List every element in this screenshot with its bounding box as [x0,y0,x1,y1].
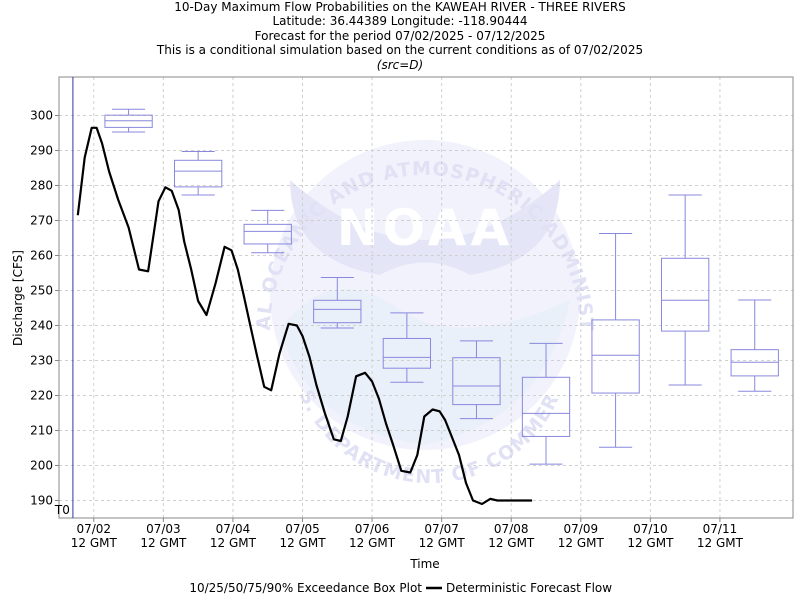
x-tick-date-label: 07/08 [494,522,529,536]
y-tick-label: 250 [30,284,53,298]
noaa-logo-text: NOAA [337,199,513,257]
box-iqr [730,349,779,377]
y-tick-label: 240 [30,319,53,333]
y-tick-label: 200 [30,459,53,473]
legend-box-label: 10/25/50/75/90% Exceedance Box Plot [189,581,422,595]
t0-label: T0 [54,503,70,517]
y-axis-label: Discharge [CFS] [11,250,25,346]
grid [59,77,793,518]
y-tick-label: 230 [30,354,53,368]
chart-title: 10-Day Maximum Flow Probabilities on the… [174,0,626,14]
y-tick-label: 270 [30,214,53,228]
x-tick-time-label: 12 GMT [558,536,605,550]
box-plot [313,277,362,329]
chart-period: Forecast for the period 07/02/2025 - 07/… [254,28,546,43]
box-plot [243,209,292,254]
box-iqr [591,319,640,394]
x-tick-time-label: 12 GMT [419,536,466,550]
box-plot [452,340,501,420]
x-tick-date-label: 07/07 [424,522,459,536]
y-tick-label: 210 [30,424,53,438]
x-tick-date-label: 07/04 [216,522,251,536]
y-tick-label: 260 [30,249,53,263]
x-tick-time-label: 12 GMT [349,536,396,550]
chart-source: (src=D) [376,57,424,72]
box-plot [521,342,571,465]
x-tick-time-label: 12 GMT [488,536,535,550]
box-iqr [521,376,571,437]
x-tick-date-label: 07/02 [76,522,111,536]
legend: 10/25/50/75/90% Exceedance Box Plot Dete… [189,581,612,595]
chart-title-block: 10-Day Maximum Flow Probabilities on the… [0,0,800,72]
box-iqr [661,257,710,332]
chart-condition-note: This is a conditional simulation based o… [156,43,644,58]
x-tick-time-label: 12 GMT [697,536,744,550]
box-plot [382,312,432,383]
deterministic-flow-line [76,126,533,506]
box-plot [661,194,710,386]
plot-frame [58,76,794,519]
y-tick-label: 190 [30,494,53,508]
box-plots [104,108,779,465]
legend-line-label: Deterministic Forecast Flow [446,581,612,595]
chart-location: Latitude: 36.44389 Longitude: -118.90444 [272,14,528,29]
x-axis-label: Time [409,557,439,571]
y-tick-label: 300 [30,109,53,123]
x-tick-time-label: 12 GMT [210,536,257,550]
x-tick-time-label: 12 GMT [71,536,118,550]
box-plot [730,299,779,392]
box-iqr [104,114,153,128]
x-tick-date-label: 07/05 [285,522,320,536]
x-tick-date-label: 07/03 [146,522,181,536]
box-iqr [313,299,362,324]
x-tick-date-label: 07/09 [564,522,599,536]
box-plot [173,151,223,196]
box-plot [591,232,640,448]
x-tick-time-label: 12 GMT [279,536,326,550]
y-ticks: 190 200 210 220 230 240 250 260 270 280 290 300 [30,109,59,508]
deterministic-series [76,126,533,506]
box-iqr [173,159,223,188]
x-tick-date-label: 07/10 [633,522,668,536]
box-plot [104,108,153,133]
x-tick-date-label: 07/06 [355,522,390,536]
noaa-bird-shape [290,180,560,275]
x-tick-date-label: 07/11 [703,522,738,536]
y-tick-label: 280 [30,179,53,193]
y-tick-label: 220 [30,389,53,403]
box-iqr [452,357,501,406]
y-tick-label: 290 [30,144,53,158]
x-tick-time-label: 12 GMT [140,536,187,550]
x-tick-time-label: 12 GMT [627,536,674,550]
box-iqr [382,337,432,369]
box-iqr [243,223,292,245]
noaa-watermark: NOAA NATIONAL OCEANIC AND ATMOSPHERIC AD… [0,0,596,488]
